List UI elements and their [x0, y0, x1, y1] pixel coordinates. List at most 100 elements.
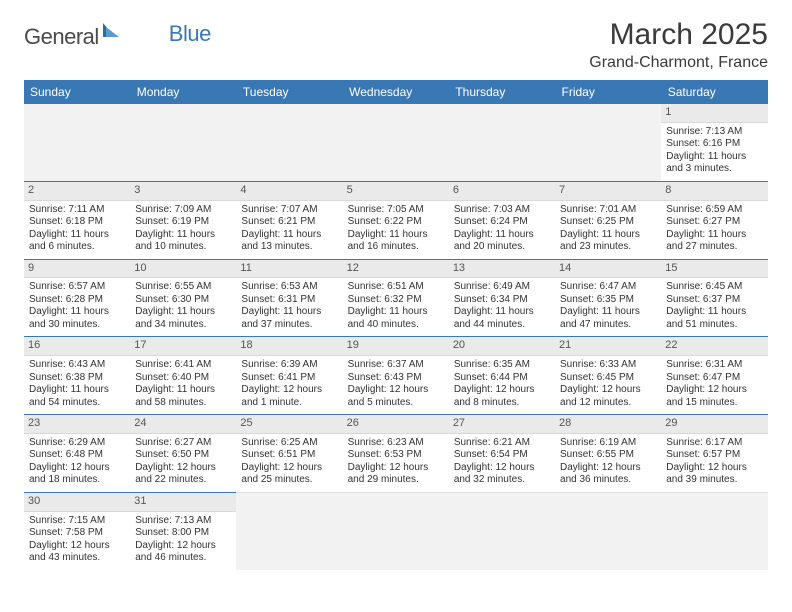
daylight-line: Daylight: 12 hours and 29 minutes. [348, 462, 444, 487]
sunset-line: Sunset: 6:28 PM [29, 294, 125, 307]
day-number: 15 [661, 260, 767, 279]
day-cell: 13Sunrise: 6:49 AMSunset: 6:34 PMDayligh… [449, 259, 555, 337]
sunset-line: Sunset: 6:50 PM [135, 449, 231, 462]
logo-text-general: General [24, 24, 99, 50]
month-title: March 2025 [589, 18, 768, 52]
day-cell: 26Sunrise: 6:23 AMSunset: 6:53 PMDayligh… [343, 415, 449, 493]
day-number: 20 [449, 337, 555, 356]
sunrise-line: Sunrise: 6:41 AM [135, 359, 231, 372]
logo-text-blue: Blue [169, 21, 211, 47]
sunset-line: Sunset: 6:19 PM [135, 216, 231, 229]
daylight-line: Daylight: 12 hours and 18 minutes. [29, 462, 125, 487]
sunset-line: Sunset: 6:40 PM [135, 372, 231, 385]
sunset-line: Sunset: 6:41 PM [241, 372, 337, 385]
empty-cell [449, 104, 555, 181]
empty-cell [236, 104, 342, 181]
day-header: Monday [130, 80, 236, 104]
daylight-line: Daylight: 12 hours and 46 minutes. [135, 540, 231, 565]
empty-cell [343, 104, 449, 181]
daylight-line: Daylight: 11 hours and 44 minutes. [454, 306, 550, 331]
day-cell: 19Sunrise: 6:37 AMSunset: 6:43 PMDayligh… [343, 337, 449, 415]
day-number: 19 [343, 337, 449, 356]
day-number: 1 [661, 104, 767, 123]
sunset-line: Sunset: 6:57 PM [666, 449, 762, 462]
day-cell: 18Sunrise: 6:39 AMSunset: 6:41 PMDayligh… [236, 337, 342, 415]
sunrise-line: Sunrise: 6:53 AM [241, 281, 337, 294]
day-number: 26 [343, 415, 449, 434]
day-number: 16 [24, 337, 130, 356]
daylight-line: Daylight: 11 hours and 30 minutes. [29, 306, 125, 331]
empty-cell [555, 492, 661, 569]
daylight-line: Daylight: 11 hours and 58 minutes. [135, 384, 231, 409]
day-cell: 10Sunrise: 6:55 AMSunset: 6:30 PMDayligh… [130, 259, 236, 337]
sunrise-line: Sunrise: 7:11 AM [29, 204, 125, 217]
sunset-line: Sunset: 6:43 PM [348, 372, 444, 385]
sunset-line: Sunset: 6:31 PM [241, 294, 337, 307]
day-cell: 3Sunrise: 7:09 AMSunset: 6:19 PMDaylight… [130, 181, 236, 259]
week-row: 30Sunrise: 7:15 AMSunset: 7:58 PMDayligh… [24, 492, 768, 569]
day-cell: 7 Sunrise: 7:01 AMSunset: 6:25 PMDaylight… [555, 181, 661, 259]
day-cell: 9Sunrise: 6:57 AMSunset: 6:28 PMDaylight… [24, 259, 130, 337]
day-number: 3 [130, 182, 236, 201]
sunrise-line: Sunrise: 6:59 AM [666, 204, 762, 217]
sunrise-line: Sunrise: 6:25 AM [241, 437, 337, 450]
sunrise-line: Sunrise: 6:39 AM [241, 359, 337, 372]
daylight-line: Daylight: 11 hours and 20 minutes. [454, 229, 550, 254]
sunset-line: Sunset: 6:34 PM [454, 294, 550, 307]
empty-cell [661, 492, 767, 569]
day-header: Friday [555, 80, 661, 104]
daylight-line: Daylight: 12 hours and 12 minutes. [560, 384, 656, 409]
day-number: 11 [236, 260, 342, 279]
sunrise-line: Sunrise: 6:47 AM [560, 281, 656, 294]
sunset-line: Sunset: 6:21 PM [241, 216, 337, 229]
week-row: 16Sunrise: 6:43 AMSunset: 6:38 PMDayligh… [24, 337, 768, 415]
day-cell: 24Sunrise: 6:27 AMSunset: 6:50 PMDayligh… [130, 415, 236, 493]
day-cell: 12Sunrise: 6:51 AMSunset: 6:32 PMDayligh… [343, 259, 449, 337]
sunrise-line: Sunrise: 6:35 AM [454, 359, 550, 372]
sunrise-line: Sunrise: 7:13 AM [135, 515, 231, 528]
week-row: 1Sunrise: 7:13 AMSunset: 6:16 PMDaylight… [24, 104, 768, 181]
daylight-line: Daylight: 11 hours and 16 minutes. [348, 229, 444, 254]
day-number: 13 [449, 260, 555, 279]
day-number: 9 [24, 260, 130, 279]
sunrise-line: Sunrise: 6:37 AM [348, 359, 444, 372]
sunrise-line: Sunrise: 6:43 AM [29, 359, 125, 372]
sunrise-line: Sunrise: 7:13 AM [666, 126, 762, 139]
sunset-line: Sunset: 6:25 PM [560, 216, 656, 229]
sunset-line: Sunset: 6:22 PM [348, 216, 444, 229]
day-number: 28 [555, 415, 661, 434]
sunrise-line: Sunrise: 6:19 AM [560, 437, 656, 450]
sunrise-line: Sunrise: 7:07 AM [241, 204, 337, 217]
sunset-line: Sunset: 6:55 PM [560, 449, 656, 462]
day-number: 25 [236, 415, 342, 434]
sunset-line: Sunset: 6:54 PM [454, 449, 550, 462]
day-number: 8 [661, 182, 767, 201]
day-number: 31 [130, 493, 236, 512]
sunrise-line: Sunrise: 6:45 AM [666, 281, 762, 294]
sunset-line: Sunset: 7:58 PM [29, 527, 125, 540]
day-number: 22 [661, 337, 767, 356]
sunset-line: Sunset: 6:30 PM [135, 294, 231, 307]
daylight-line: Daylight: 11 hours and 54 minutes. [29, 384, 125, 409]
empty-cell [24, 104, 130, 181]
sunrise-line: Sunrise: 6:31 AM [666, 359, 762, 372]
day-header: Thursday [449, 80, 555, 104]
sunrise-line: Sunrise: 7:03 AM [454, 204, 550, 217]
daylight-line: Daylight: 11 hours and 27 minutes. [666, 229, 762, 254]
day-cell: 30Sunrise: 7:15 AMSunset: 7:58 PMDayligh… [24, 492, 130, 569]
daylight-line: Daylight: 11 hours and 10 minutes. [135, 229, 231, 254]
sunset-line: Sunset: 6:48 PM [29, 449, 125, 462]
sunrise-line: Sunrise: 7:01 AM [560, 204, 656, 217]
day-number: 23 [24, 415, 130, 434]
sunrise-line: Sunrise: 6:21 AM [454, 437, 550, 450]
day-cell: 2Sunrise: 7:11 AMSunset: 6:18 PMDaylight… [24, 181, 130, 259]
day-number: 4 [236, 182, 342, 201]
day-cell: 14Sunrise: 6:47 AMSunset: 6:35 PMDayligh… [555, 259, 661, 337]
empty-cell [130, 104, 236, 181]
day-number: 29 [661, 415, 767, 434]
sunset-line: Sunset: 6:44 PM [454, 372, 550, 385]
daylight-line: Daylight: 11 hours and 23 minutes. [560, 229, 656, 254]
header: General Blue March 2025 Grand-Charmont, … [24, 18, 768, 72]
day-cell: 6Sunrise: 7:03 AMSunset: 6:24 PMDaylight… [449, 181, 555, 259]
day-number: 7 [555, 182, 661, 201]
